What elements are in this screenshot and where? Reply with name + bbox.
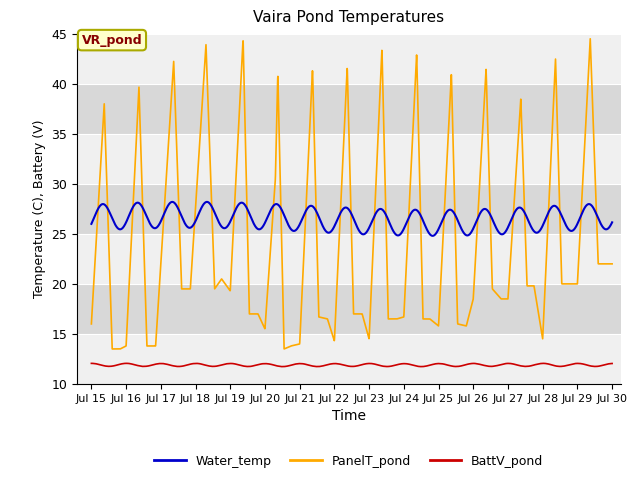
Bar [77, 134, 621, 184]
Title: Vaira Pond Temperatures: Vaira Pond Temperatures [253, 11, 444, 25]
Bar [77, 234, 621, 284]
Text: VR_pond: VR_pond [82, 34, 142, 47]
Bar [77, 184, 621, 234]
X-axis label: Time: Time [332, 409, 366, 423]
Bar [77, 284, 621, 334]
Legend: Water_temp, PanelT_pond, BattV_pond: Water_temp, PanelT_pond, BattV_pond [149, 450, 548, 473]
Bar [77, 84, 621, 134]
Y-axis label: Temperature (C), Battery (V): Temperature (C), Battery (V) [33, 120, 45, 298]
Bar [77, 334, 621, 384]
Bar [77, 34, 621, 84]
